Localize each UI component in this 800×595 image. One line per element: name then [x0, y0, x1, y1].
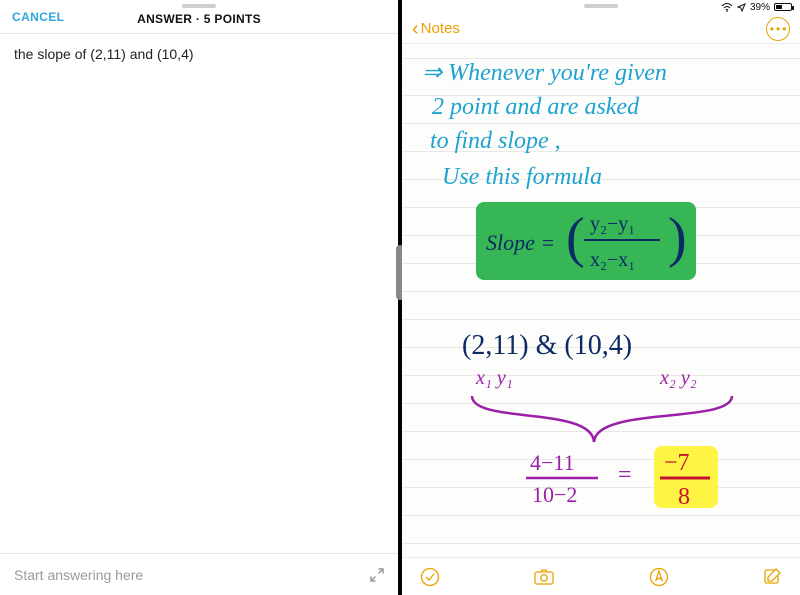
labels-b: x₂ y₂	[659, 367, 697, 389]
page-title: ANSWER · 5 POINTS	[137, 12, 261, 26]
hw-line4: Use this formula	[442, 164, 602, 190]
svg-text:(: (	[566, 207, 585, 269]
answer-pane: CANCEL ANSWER · 5 POINTS the slope of (2…	[0, 0, 398, 595]
formula-label: Slope =	[486, 230, 555, 255]
camera-icon[interactable]	[533, 567, 555, 587]
battery-icon	[774, 3, 792, 11]
notes-toolbar	[402, 557, 800, 595]
grabber-handle[interactable]	[584, 4, 618, 8]
notes-pane: 39% ‹ Notes ••• ⇒ Whenever you're given …	[402, 0, 800, 595]
calc-eq: =	[618, 462, 632, 488]
brace	[472, 396, 732, 442]
labels-a: x₁ y₁	[475, 367, 513, 389]
marker-icon[interactable]	[649, 567, 669, 587]
notes-header: ‹ Notes •••	[402, 14, 800, 44]
cancel-button[interactable]: CANCEL	[12, 10, 64, 24]
compose-icon[interactable]	[762, 567, 782, 587]
formula-den: x₂−x₁	[590, 249, 635, 271]
calc-lhs-num: 4−11	[530, 450, 575, 475]
hw-line2: 2 point and are asked	[432, 94, 640, 120]
formula-num: y₂−y₁	[590, 213, 635, 235]
answer-body	[0, 74, 398, 553]
calc-rhs-den: 8	[678, 484, 690, 510]
calc-rhs-num: −7	[664, 450, 690, 476]
hw-line1: ⇒ Whenever you're given	[422, 60, 667, 86]
answer-footer: Start answering here	[0, 553, 398, 595]
calc-lhs-den: 10−2	[532, 482, 577, 507]
hw-line3: to find slope ,	[430, 128, 561, 154]
answer-header: CANCEL ANSWER · 5 POINTS	[0, 0, 398, 34]
question-text: the slope of (2,11) and (10,4)	[0, 34, 398, 74]
more-button[interactable]: •••	[766, 17, 790, 41]
handwriting-layer: ⇒ Whenever you're given 2 point and are …	[402, 44, 800, 557]
wifi-icon	[721, 2, 733, 12]
notes-canvas[interactable]: ⇒ Whenever you're given 2 point and are …	[402, 44, 800, 557]
back-button[interactable]: Notes	[421, 20, 460, 37]
expand-icon[interactable]	[370, 568, 384, 582]
points-text: (2,11) & (10,4)	[462, 330, 632, 361]
grabber-handle[interactable]	[182, 4, 216, 8]
status-bar: 39%	[402, 0, 800, 14]
location-icon	[737, 3, 746, 12]
check-icon[interactable]	[420, 567, 440, 587]
back-chevron-icon[interactable]: ‹	[412, 19, 419, 39]
answer-input[interactable]: Start answering here	[14, 567, 143, 583]
battery-percent: 39%	[750, 2, 770, 13]
svg-text:): )	[668, 207, 687, 269]
